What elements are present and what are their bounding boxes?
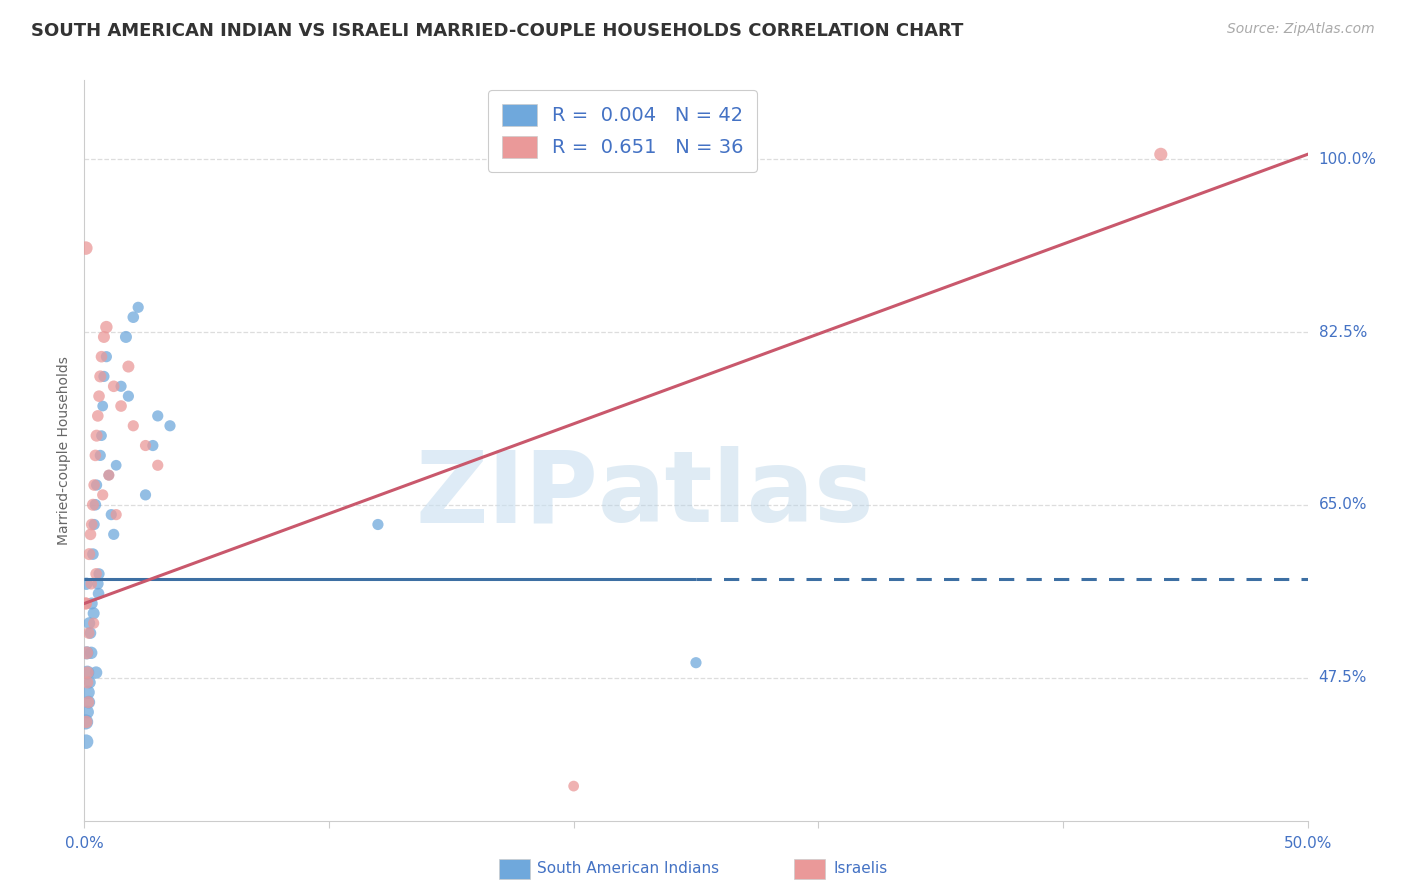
Point xyxy=(84,665,107,680)
Point xyxy=(83,607,105,621)
Point xyxy=(83,517,105,532)
Point xyxy=(91,488,114,502)
Point xyxy=(685,656,707,670)
Text: SOUTH AMERICAN INDIAN VS ISRAELI MARRIED-COUPLE HOUSEHOLDS CORRELATION CHART: SOUTH AMERICAN INDIAN VS ISRAELI MARRIED… xyxy=(31,22,963,40)
Point xyxy=(84,498,107,512)
Point xyxy=(75,734,97,748)
Point xyxy=(87,586,110,600)
Point xyxy=(97,468,120,483)
Text: 65.0%: 65.0% xyxy=(1319,497,1367,512)
Point xyxy=(159,418,181,433)
Point xyxy=(87,566,110,581)
Point xyxy=(90,428,112,442)
Text: ZIP: ZIP xyxy=(415,446,598,543)
Point xyxy=(75,714,97,729)
Point xyxy=(77,626,100,640)
Point xyxy=(83,478,105,492)
Point xyxy=(105,508,128,522)
Point xyxy=(91,399,114,413)
Point xyxy=(77,695,100,709)
Point xyxy=(75,597,97,611)
Point xyxy=(146,409,169,423)
Point xyxy=(103,379,125,393)
Point xyxy=(115,330,138,344)
Point xyxy=(76,675,98,690)
Point xyxy=(75,597,97,611)
Point xyxy=(93,369,115,384)
Text: 47.5%: 47.5% xyxy=(1319,670,1367,685)
Point xyxy=(77,616,100,631)
Point xyxy=(135,488,157,502)
Point xyxy=(122,310,145,325)
Point xyxy=(96,320,118,334)
Text: 82.5%: 82.5% xyxy=(1319,325,1367,340)
Point xyxy=(75,714,97,729)
Point xyxy=(76,665,98,680)
Point xyxy=(1150,147,1173,161)
Point xyxy=(79,626,101,640)
Point xyxy=(83,616,105,631)
Point xyxy=(142,438,165,452)
Text: South American Indians: South American Indians xyxy=(537,862,720,876)
Point xyxy=(117,359,139,374)
Point xyxy=(76,705,98,719)
Point xyxy=(75,576,97,591)
Text: 100.0%: 100.0% xyxy=(1319,152,1376,167)
Text: atlas: atlas xyxy=(598,446,875,543)
Point xyxy=(122,418,145,433)
Text: Israelis: Israelis xyxy=(834,862,889,876)
Point xyxy=(77,695,100,709)
Point xyxy=(75,241,97,255)
Point xyxy=(87,576,110,591)
Point xyxy=(110,399,132,413)
Point xyxy=(127,301,149,315)
Point xyxy=(77,685,100,699)
Point xyxy=(76,646,98,660)
Point xyxy=(76,646,98,660)
Point xyxy=(80,517,103,532)
Point xyxy=(96,350,118,364)
Point xyxy=(86,428,108,442)
Point xyxy=(82,547,104,561)
Point xyxy=(105,458,128,473)
Point xyxy=(562,779,585,793)
Point xyxy=(89,449,111,463)
Point xyxy=(80,646,103,660)
Point xyxy=(79,527,101,541)
Point xyxy=(80,597,103,611)
Point xyxy=(86,478,108,492)
Point xyxy=(146,458,169,473)
Point xyxy=(84,566,107,581)
Point xyxy=(80,576,103,591)
Point xyxy=(110,379,132,393)
Point xyxy=(82,498,104,512)
Point xyxy=(93,330,115,344)
Point xyxy=(87,389,110,403)
Point xyxy=(77,547,100,561)
Point xyxy=(87,409,110,423)
Point xyxy=(97,468,120,483)
Point xyxy=(367,517,389,532)
Point xyxy=(76,665,98,680)
Y-axis label: Married-couple Households: Married-couple Households xyxy=(58,356,72,545)
Point xyxy=(90,350,112,364)
Legend: R =  0.004   N = 42, R =  0.651   N = 36: R = 0.004 N = 42, R = 0.651 N = 36 xyxy=(488,90,758,172)
Point xyxy=(135,438,157,452)
Point xyxy=(84,449,107,463)
Point xyxy=(100,508,122,522)
Point xyxy=(89,369,111,384)
Point xyxy=(79,675,101,690)
Point xyxy=(117,389,139,403)
Point xyxy=(103,527,125,541)
Text: Source: ZipAtlas.com: Source: ZipAtlas.com xyxy=(1227,22,1375,37)
